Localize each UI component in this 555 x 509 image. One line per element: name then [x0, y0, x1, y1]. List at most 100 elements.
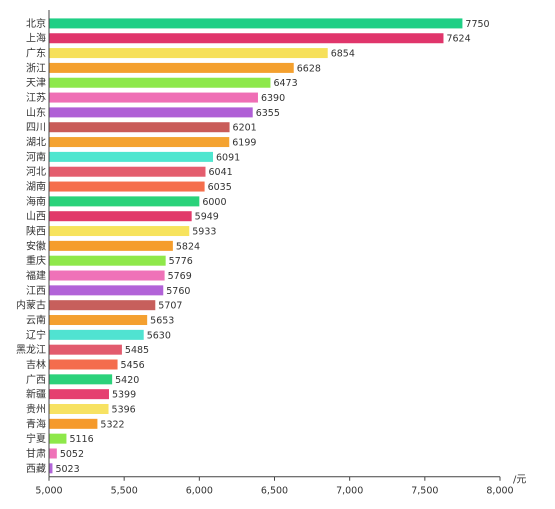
category-label: 辽宁 [26, 328, 46, 341]
bar [49, 374, 113, 385]
value-label: 7750 [465, 19, 489, 30]
value-label: 5116 [69, 434, 93, 445]
value-label: 5052 [60, 449, 84, 460]
value-label: 5485 [125, 345, 149, 356]
value-label: 5322 [100, 419, 124, 430]
bar [49, 433, 67, 444]
category-label: 江西 [26, 285, 46, 297]
bar [49, 181, 205, 192]
bar [49, 403, 109, 414]
bar [49, 315, 148, 326]
value-label: 5824 [176, 241, 200, 252]
value-label: 5396 [112, 404, 136, 415]
category-label: 海南 [26, 195, 46, 208]
value-label: 5933 [192, 227, 216, 238]
bar [49, 137, 230, 148]
category-label: 天津 [26, 77, 46, 89]
x-tick-label: 7,500 [411, 486, 438, 497]
value-label: 5630 [147, 330, 171, 341]
bar [49, 122, 230, 133]
category-label: 甘肃 [26, 447, 46, 460]
value-label: 6628 [297, 63, 321, 74]
value-label: 5949 [195, 212, 219, 223]
x-tick-label: 7,000 [336, 486, 363, 497]
value-label: 5420 [115, 375, 139, 386]
bar [49, 448, 57, 459]
category-label: 北京 [26, 17, 46, 30]
bar [49, 359, 118, 370]
bar [49, 226, 190, 237]
value-label: 6854 [331, 49, 355, 60]
value-label: 6355 [256, 108, 280, 119]
value-label: 5760 [166, 286, 190, 297]
category-label: 西藏 [26, 463, 46, 475]
bar [49, 270, 165, 281]
value-label: 6041 [208, 167, 232, 178]
category-label: 新疆 [26, 388, 46, 401]
x-axis-ticks: 5,000 5,500 6,000 6,500 7,000 7,500 8,000 [35, 476, 514, 497]
x-tick-label: 5,000 [35, 486, 62, 497]
bar [49, 18, 463, 29]
category-label: 四川 [26, 123, 46, 134]
value-label: 7624 [446, 34, 470, 45]
bar [49, 151, 214, 162]
category-label: 安徽 [26, 239, 46, 252]
value-label: 6473 [273, 78, 297, 89]
category-label: 广东 [26, 47, 46, 60]
value-label: 6000 [202, 197, 226, 208]
bar [49, 300, 156, 311]
category-label: 青海 [26, 417, 46, 430]
x-tick-label: 5,500 [111, 486, 138, 497]
value-label: 5707 [158, 301, 182, 312]
category-label: 内蒙古 [16, 299, 46, 312]
category-label: 上海 [26, 32, 46, 45]
value-label: 5399 [112, 390, 136, 401]
category-label: 山西 [26, 211, 46, 223]
category-label: 广西 [26, 374, 46, 386]
category-label: 浙江 [26, 62, 46, 74]
category-label: 陕西 [26, 225, 46, 238]
value-label: 6199 [232, 138, 256, 149]
category-label: 贵州 [26, 402, 46, 415]
bar [49, 240, 173, 251]
bar [49, 418, 98, 429]
x-tick-label: 6,000 [186, 486, 213, 497]
category-label: 河北 [26, 166, 46, 178]
category-label: 宁夏 [26, 432, 46, 445]
x-unit-label: /元 [513, 475, 526, 486]
bar [49, 166, 206, 177]
value-label: 5776 [169, 256, 193, 267]
category-label: 江苏 [26, 91, 46, 104]
bar [49, 255, 166, 266]
category-label: 吉林 [26, 358, 46, 371]
bar [49, 329, 144, 340]
bar [49, 62, 294, 73]
bar [49, 107, 253, 118]
value-label: 5023 [55, 464, 79, 475]
value-label: 5456 [121, 360, 145, 371]
bars-layer [49, 18, 463, 474]
bar [49, 92, 258, 103]
value-label: 6390 [261, 93, 285, 104]
category-label: 重庆 [26, 254, 46, 267]
category-labels: 北京上海广东浙江天津江苏山东四川湖北河南河北湖南海南山西陕西安徽重庆福建江西内蒙… [16, 17, 46, 475]
bar [49, 48, 328, 59]
bar [49, 33, 444, 44]
value-label: 5769 [168, 271, 192, 282]
category-label: 湖北 [26, 137, 46, 149]
bar [49, 196, 200, 207]
bar [49, 344, 122, 355]
bar [49, 389, 109, 400]
x-tick-label: 6,500 [261, 486, 288, 497]
value-label: 6201 [233, 123, 257, 134]
bar [49, 285, 164, 296]
category-label: 福建 [26, 269, 46, 282]
category-label: 云南 [26, 314, 46, 327]
category-label: 山东 [26, 106, 46, 119]
value-label: 6035 [208, 182, 232, 193]
x-tick-label: 8,000 [486, 486, 513, 497]
category-label: 湖南 [26, 180, 46, 193]
